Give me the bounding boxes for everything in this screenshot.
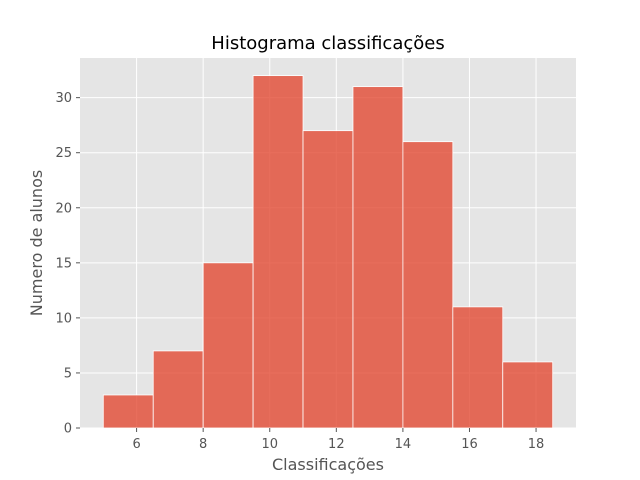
histogram-bar-5	[302, 130, 354, 429]
y-tick-labels: 0 5 10 15 20 25 30	[55, 91, 80, 437]
histogram-bar-3	[202, 262, 254, 429]
x-tick-labels: 6 8 10 12 14 16 18	[132, 428, 544, 452]
histogram-bar-1	[102, 394, 154, 429]
y-tick-label: 25	[55, 146, 72, 161]
chart-title: Histograma classificações	[211, 33, 444, 54]
histogram-bar-4	[252, 75, 304, 429]
histogram-bar-7	[402, 141, 454, 429]
x-tick-label: 14	[395, 437, 412, 452]
histogram-bar-8	[452, 306, 504, 429]
x-tick-label: 6	[132, 437, 140, 452]
histogram-bar-6	[352, 86, 404, 429]
y-tick-label: 10	[55, 311, 72, 326]
y-tick-label: 0	[64, 422, 72, 437]
x-tick-label: 8	[199, 437, 207, 452]
x-axis-label: Classificações	[272, 455, 384, 474]
y-tick-label: 5	[64, 366, 72, 381]
y-axis-label: Numero de alunos	[27, 170, 46, 316]
x-tick-label: 18	[528, 437, 545, 452]
x-tick-label: 16	[461, 437, 478, 452]
x-tick-label: 10	[261, 437, 278, 452]
y-tick-label: 20	[55, 201, 72, 216]
histogram-bar-2	[152, 350, 204, 429]
bars	[102, 75, 554, 429]
y-tick-label: 15	[55, 256, 72, 271]
histogram-bar-9	[502, 361, 554, 429]
x-tick-label: 12	[328, 437, 345, 452]
y-tick-label: 30	[55, 91, 72, 106]
